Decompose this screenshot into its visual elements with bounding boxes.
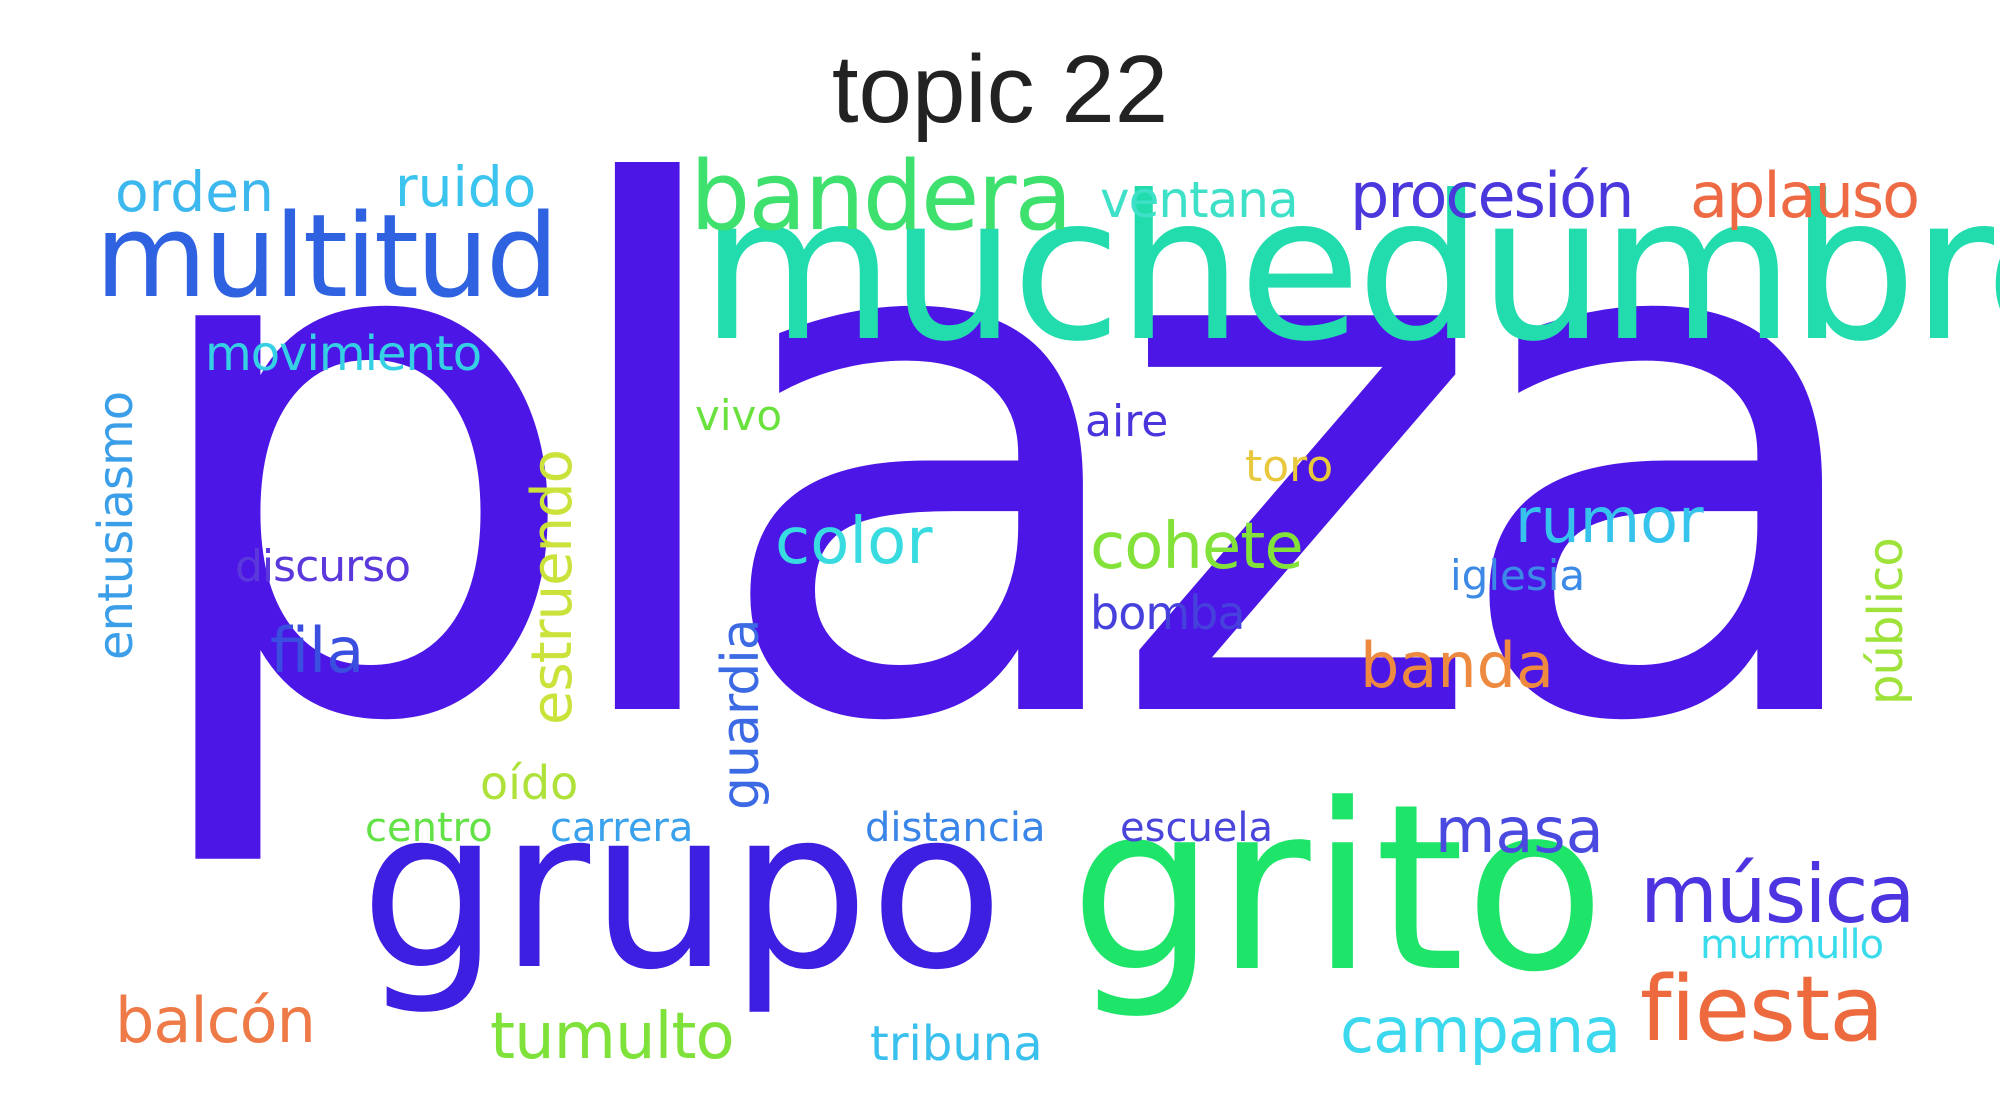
word-iglesia: iglesia [1450, 551, 1586, 600]
word-carrera: carrera [550, 805, 694, 851]
word-aire: aire [1085, 396, 1169, 447]
word-murmullo: murmullo [1700, 922, 1884, 968]
word-fiesta: fiesta [1640, 957, 1884, 1062]
word-aplauso: aplauso [1690, 159, 1920, 232]
word-escuela: escuela [1120, 805, 1274, 851]
word-bandera: bandera [690, 142, 1073, 252]
word-cohete: cohete [1090, 510, 1304, 584]
word-grito: grito [1070, 756, 1606, 1023]
word-vivo: vivo [695, 391, 783, 440]
word-tribuna: tribuna [870, 1016, 1043, 1072]
word-estruendo: estruendo [520, 450, 585, 725]
word-muchedumbre: muchedumbre [700, 153, 2000, 386]
word-bomba: bomba [1090, 586, 1246, 640]
word-rumor: rumor [1515, 484, 1704, 557]
word-fila: fila [270, 614, 365, 687]
word-grupo: grupo [360, 762, 1004, 1018]
word-orden: orden [115, 160, 274, 224]
word-balcon: balcón [115, 984, 316, 1057]
word-guardia: guardia [711, 619, 771, 810]
word-masa: masa [1435, 794, 1604, 867]
page-title: topic 22 [831, 36, 1169, 143]
word-procesion: procesión [1350, 159, 1634, 232]
word-musica: música [1640, 848, 1916, 941]
word-oido: oído [480, 756, 579, 810]
word-publico: público [1858, 538, 1914, 705]
word-plaza: plaza [130, 41, 1887, 879]
word-campana: campana [1340, 994, 1621, 1067]
word-toro: toro [1245, 441, 1334, 492]
word-color: color [775, 505, 933, 579]
word-discurso: discurso [235, 541, 411, 592]
word-banda: banda [1360, 629, 1554, 702]
word-distancia: distancia [865, 805, 1046, 851]
word-ventana: ventana [1100, 171, 1299, 229]
word-ruido: ruido [395, 155, 537, 219]
word-tumulto: tumulto [490, 1000, 735, 1074]
word-centro: centro [365, 805, 493, 851]
word-movimiento: movimiento [205, 326, 482, 382]
word-entusiasmo: entusiasmo [88, 391, 144, 660]
word-multitud: multitud [95, 190, 559, 324]
